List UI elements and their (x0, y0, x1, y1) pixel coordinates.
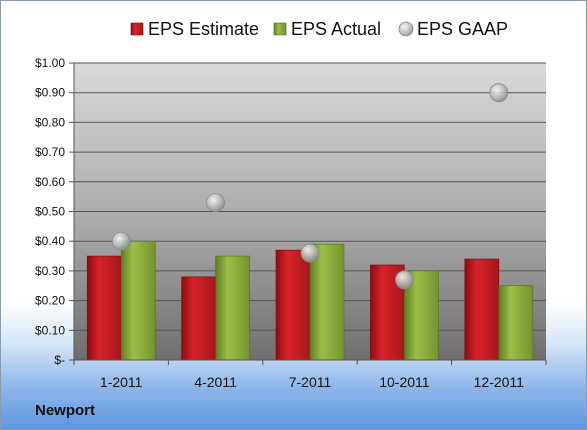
point-eps-gaap (394, 270, 414, 290)
y-tick-label: $0.60 (35, 175, 65, 189)
legend-swatch-eps-actual (273, 22, 287, 36)
x-tick-label: 7-2011 (289, 374, 332, 390)
legend-label-eps-actual: EPS Actual (291, 19, 381, 39)
x-tick-label: 4-2011 (194, 374, 237, 390)
point-eps-gaap (300, 243, 320, 263)
y-tick-label: $0.30 (35, 264, 65, 278)
bar-eps-estimate (464, 258, 500, 361)
x-tick-label: 1-2011 (100, 374, 143, 390)
point-eps-gaap (489, 83, 509, 103)
bar-eps-actual (309, 243, 345, 361)
y-tick-label: $- (54, 353, 65, 367)
y-tick-label: $0.50 (35, 205, 65, 219)
y-tick-label: $0.20 (35, 294, 65, 308)
bar-eps-estimate (275, 249, 311, 361)
bar-eps-actual (498, 285, 534, 361)
bar-eps-estimate (86, 255, 122, 361)
legend-label-eps-gaap: EPS GAAP (417, 19, 508, 39)
bar-eps-actual (120, 240, 156, 361)
bar-eps-estimate (181, 276, 216, 361)
x-tick-label: 10-2011 (379, 374, 430, 390)
y-tick-label: $1.00 (35, 56, 65, 70)
point-eps-gaap (206, 193, 226, 212)
y-tick-label: $0.80 (35, 115, 65, 129)
point-eps-gaap (111, 231, 131, 251)
legend-label-eps-estimate: EPS Estimate (148, 19, 259, 39)
y-tick-label: $0.70 (35, 145, 65, 159)
x-tick-label: 12-2011 (474, 374, 525, 390)
y-tick-label: $0.40 (35, 234, 65, 248)
legend-swatch-eps-estimate (130, 22, 144, 36)
company-label: Newport (35, 402, 95, 419)
legend-swatch-eps-gaap (398, 21, 414, 37)
bar-eps-actual (215, 255, 250, 361)
bar-eps-actual (404, 270, 439, 361)
y-tick-label: $0.90 (35, 86, 65, 100)
y-tick-label: $0.10 (35, 323, 65, 337)
